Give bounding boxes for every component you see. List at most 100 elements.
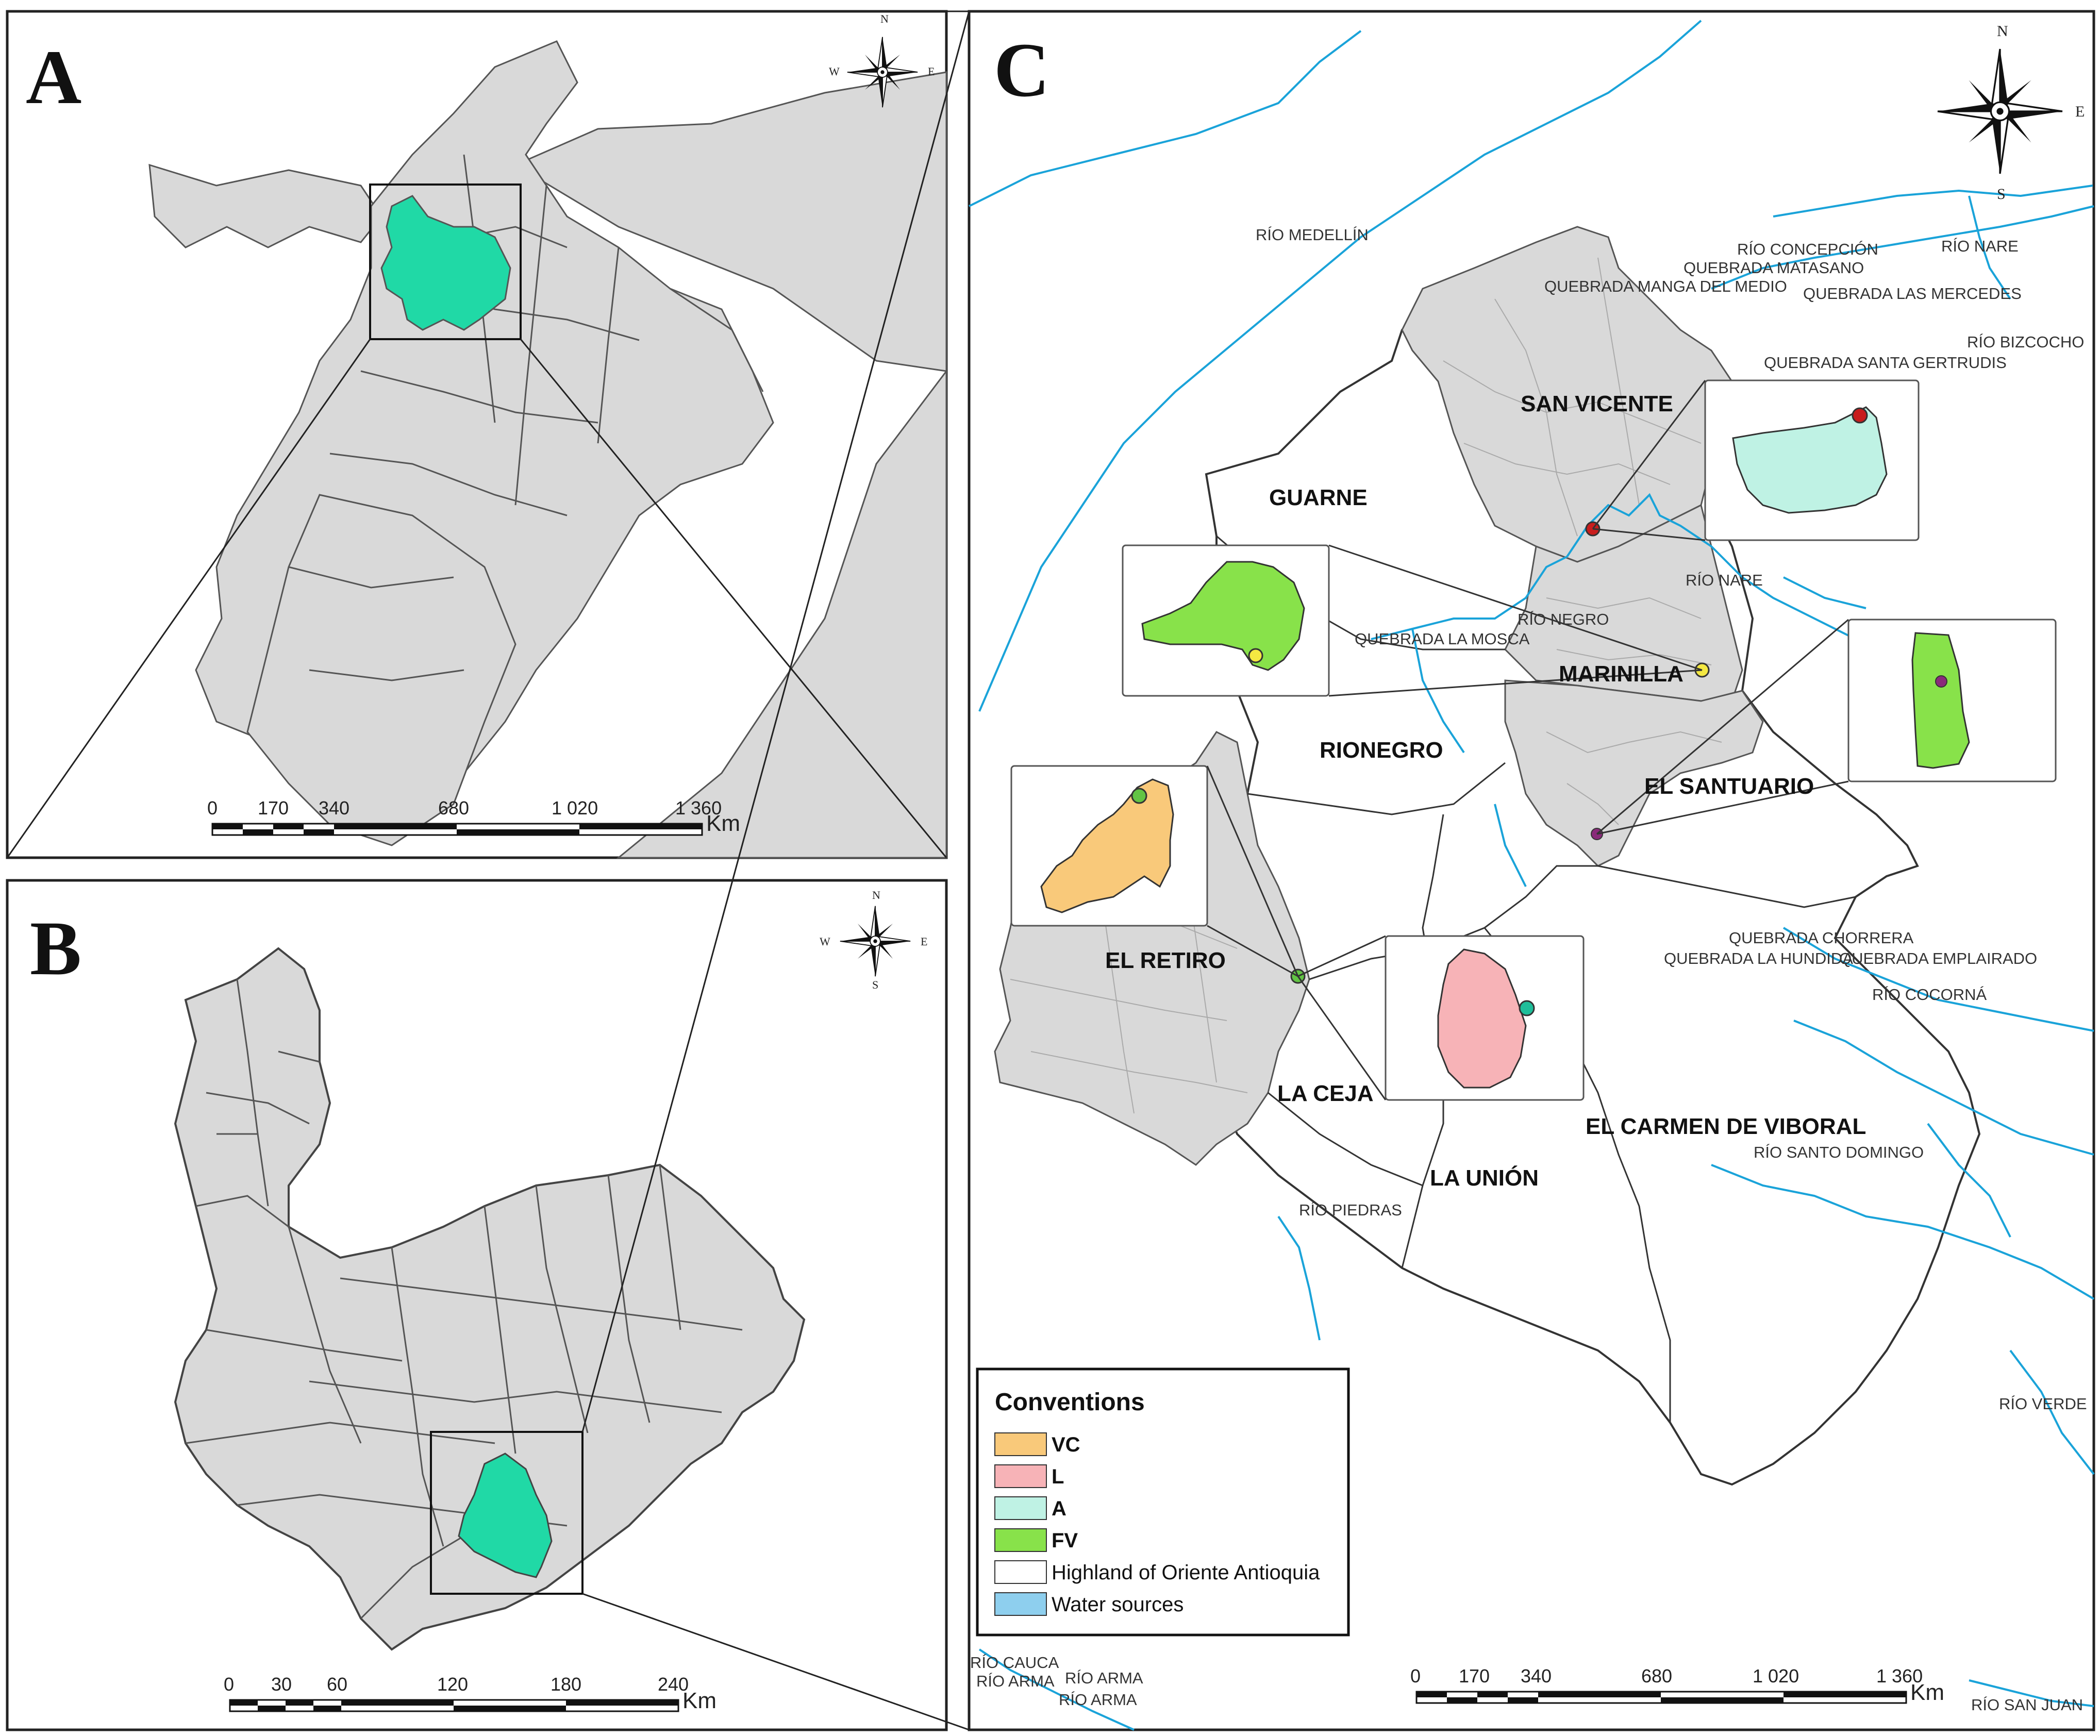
legend-swatch-a <box>994 1496 1047 1520</box>
scale-b-tick-5: 240 <box>658 1674 689 1695</box>
panel-label-a: A <box>26 35 81 120</box>
river-label-rio-bizcocho: RÍO BIZCOCHO <box>1967 333 2084 351</box>
legend-label-vc: VC <box>1052 1433 1080 1456</box>
legend-swatch-vc <box>994 1432 1047 1456</box>
panel-label-b: B <box>30 906 81 991</box>
inset-box-b <box>430 1431 584 1595</box>
legend-swatch-fv <box>994 1528 1047 1552</box>
compass-c-n: N <box>1997 23 2008 40</box>
river-label-rio-arma-1: RÍO ARMA <box>976 1672 1055 1690</box>
municipality-el-santuario <box>1504 679 1764 867</box>
scale-c-tick-1: 170 <box>1459 1665 1490 1687</box>
scale-c-tick-4: 1 020 <box>1753 1665 1799 1687</box>
scale-c-unit: Km <box>1910 1680 1944 1705</box>
river-label-quebrada-matasano: QUEBRADA MATASANO <box>1684 259 1864 277</box>
department-borders <box>288 154 764 681</box>
scale-a-tick-3: 680 <box>438 797 469 819</box>
department-land <box>174 947 806 1651</box>
scale-bar-a <box>211 823 703 836</box>
label-el-retiro: EL RETIRO <box>1105 948 1226 973</box>
inset-farm-fv-marinilla <box>1122 544 1330 697</box>
river-label-rio-santo-domingo: RÍO SANTO DOMINGO <box>1754 1143 1924 1161</box>
river-label-quebrada-manga-del-medio: QUEBRADA MANGA DEL MEDIO <box>1544 277 1787 295</box>
panel-c: SAN VICENTE GUARNE MARINILLA RIONEGRO EL… <box>968 10 2095 1731</box>
compass-b-e: E <box>921 935 927 948</box>
inset-farm-a <box>1704 379 1920 541</box>
river-label-rio-san-juan: RÍO SAN JUAN <box>1971 1696 2083 1714</box>
compass-b-n: N <box>872 889 880 902</box>
legend-swatch-l <box>994 1464 1047 1488</box>
river-label-rio-verde: RÍO VERDE <box>1999 1395 2087 1413</box>
scale-b-tick-2: 60 <box>327 1674 347 1695</box>
scale-bar-c <box>1415 1691 1907 1704</box>
panama-land <box>148 163 382 248</box>
compass-a-e: E <box>928 65 935 78</box>
river-label-rio-piedras: RÍO PIEDRAS <box>1299 1201 1402 1219</box>
river-label-rio-arma-2: RÍO ARMA <box>1065 1669 1143 1687</box>
inset-farm-vc <box>1010 765 1208 927</box>
study-region-highlight <box>458 1453 553 1578</box>
scale-c-tick-0: 0 <box>1410 1665 1421 1687</box>
river-label-quebrada-la-mosca: QUEBRADA LA MOSCA <box>1355 630 1530 648</box>
scale-c-tick-3: 680 <box>1641 1665 1672 1687</box>
inset-farm-fv-santuario <box>1847 619 2057 782</box>
river-label-rio-nare-north: RÍO NARE <box>1941 237 2019 255</box>
scale-bar-b <box>229 1699 679 1712</box>
river-label-quebrada-emplairado: QUEBRADA EMPLAIRADO <box>1839 949 2037 967</box>
legend-swatch-water <box>994 1592 1047 1616</box>
scale-b-tick-3: 120 <box>437 1674 468 1695</box>
scale-b-unit: Km <box>682 1688 716 1713</box>
legend-swatch-highland <box>994 1560 1047 1584</box>
label-guarne: GUARNE <box>1269 485 1368 510</box>
river-label-quebrada-las-mercedes: QUEBRADA LAS MERCEDES <box>1803 285 2022 303</box>
legend-label-fv: FV <box>1052 1529 1078 1552</box>
legend-label-a: A <box>1052 1497 1066 1520</box>
legend-label-l: L <box>1052 1465 1064 1488</box>
river-label-rio-concepcion: RÍO CONCEPCIÓN <box>1737 240 1878 258</box>
river-label-rio-cocorna: RÍO COCORNÁ <box>1872 986 1987 1004</box>
label-el-carmen-de-viboral: EL CARMEN DE VIBORAL <box>1586 1114 1866 1139</box>
scale-a-tick-5: 1 360 <box>675 797 722 819</box>
municipal-borders <box>185 979 743 1620</box>
scale-a-tick-2: 340 <box>319 797 349 819</box>
scale-c-tick-5: 1 360 <box>1876 1665 1923 1687</box>
river-label-rio-medellin: RÍO MEDELLÍN <box>1256 226 1369 244</box>
scale-a-tick-1: 170 <box>258 797 289 819</box>
label-rionegro: RIONEGRO <box>1320 738 1443 763</box>
antioquia-highlight <box>380 195 511 331</box>
label-la-ceja: LA CEJA <box>1277 1081 1374 1106</box>
compass-a-w: W <box>829 65 840 78</box>
label-marinilla: MARINILLA <box>1559 661 1684 687</box>
river-label-rio-negro: RÍO NEGRO <box>1518 610 1609 628</box>
water-sources <box>969 20 2095 1731</box>
inset-farm-l <box>1385 935 1585 1101</box>
inset-box-a <box>369 183 522 340</box>
legend-label-water: Water sources <box>1052 1593 1184 1616</box>
scale-a-tick-0: 0 <box>207 797 218 819</box>
scale-b-tick-1: 30 <box>271 1674 292 1695</box>
compass-b-w: W <box>820 935 830 948</box>
scale-a-tick-4: 1 020 <box>552 797 598 819</box>
label-san-vicente: SAN VICENTE <box>1521 391 1673 416</box>
river-label-rio-cauca: RÍO CAUCA <box>970 1654 1059 1672</box>
panel-b: N W E S B 0 30 60 120 180 240 Km <box>6 879 948 1731</box>
river-label-rio-nare: RÍO NARE <box>1686 571 1763 589</box>
country-south-land <box>246 494 516 846</box>
label-la-union: LA UNIÓN <box>1430 1165 1539 1191</box>
legend-title: Conventions <box>995 1389 1145 1416</box>
panel-a: N W E A 0 170 340 680 1 020 1 360 Km <box>6 10 948 859</box>
river-label-quebrada-santa-gertrudis: QUEBRADA SANTA GERTRUDIS <box>1764 354 2007 372</box>
legend: Conventions VC L A FV Highland of Orient… <box>976 1367 1350 1637</box>
scale-b-tick-0: 0 <box>224 1674 234 1695</box>
river-label-quebrada-la-hundida: QUEBRADA LA HUNDIDA <box>1664 949 1853 967</box>
compass-b-s: S <box>872 978 878 991</box>
inset-connectors <box>1206 380 1849 1100</box>
river-label-quebrada-chorrera: QUEBRADA CHORRERA <box>1729 929 1914 947</box>
river-label-rio-arma-3: RÍO ARMA <box>1059 1691 1137 1709</box>
label-el-santuario: EL SANTUARIO <box>1644 774 1814 799</box>
compass-c-e: E <box>2075 103 2085 120</box>
scale-c-tick-2: 340 <box>1521 1665 1552 1687</box>
zoom-lines <box>6 10 970 1731</box>
neighbor-land-east <box>513 71 947 372</box>
